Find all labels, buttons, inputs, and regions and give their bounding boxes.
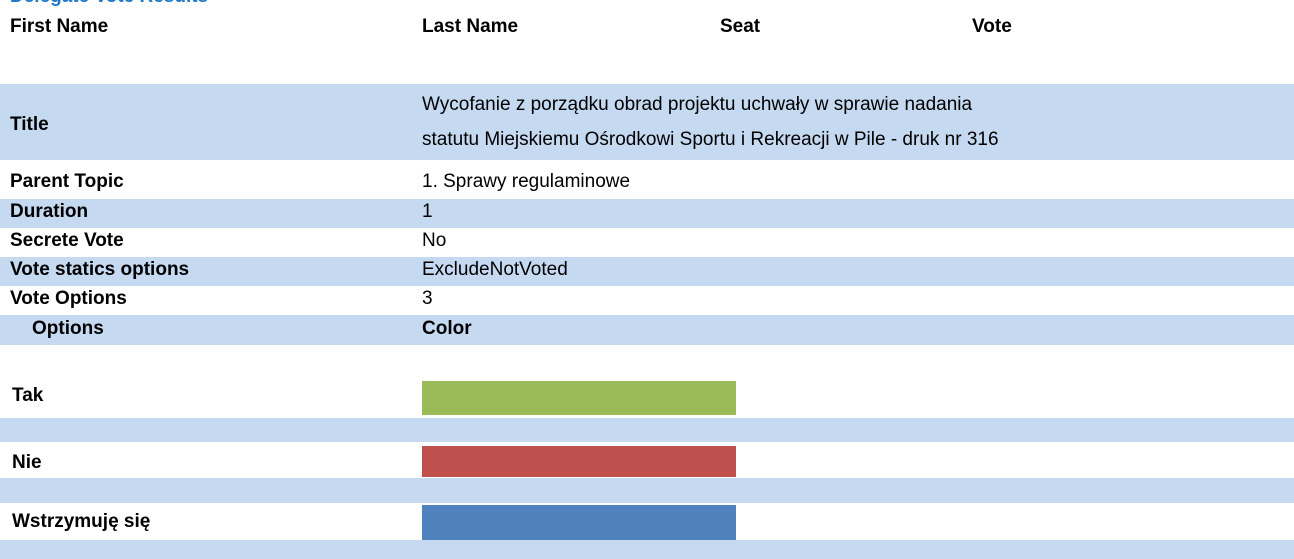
- detail-value: 1: [422, 201, 433, 222]
- options-header: Color: [422, 318, 472, 339]
- detail-value: statutu Miejskiemu Ośrodkowi Sportu i Re…: [422, 129, 999, 150]
- options-header: Options: [32, 318, 104, 339]
- row-band: [0, 540, 1294, 559]
- detail-value: Wycofanie z porządku obrad projektu uchw…: [422, 94, 973, 115]
- detail-label: Parent Topic: [10, 171, 124, 192]
- option-color: [422, 381, 736, 415]
- row-band: [0, 199, 1294, 228]
- detail-value: 3: [422, 288, 433, 309]
- detail-label: Secrete Vote: [10, 230, 124, 251]
- option-color: [422, 505, 736, 540]
- page-title: Delegate Vote Results: [10, 0, 208, 8]
- detail-label: Duration: [10, 201, 89, 222]
- column-header: Vote: [972, 16, 1012, 37]
- option-name: Wstrzymuję się: [12, 511, 151, 532]
- detail-value: No: [422, 230, 447, 251]
- row-band: [0, 478, 1294, 503]
- row-band: [0, 257, 1294, 286]
- detail-label: Vote statics options: [10, 259, 190, 280]
- column-header: Seat: [720, 16, 761, 37]
- row-band: [0, 84, 1294, 160]
- column-header: First Name: [10, 16, 109, 37]
- row-band: [0, 418, 1294, 442]
- detail-label: Title: [10, 114, 49, 135]
- detail-value: 1. Sprawy regulaminowe: [422, 171, 631, 192]
- option-name: Tak: [12, 385, 44, 406]
- column-header: Last Name: [422, 16, 519, 37]
- detail-label: Vote Options: [10, 288, 127, 309]
- row-band: [0, 315, 1294, 345]
- option-name: Nie: [12, 452, 42, 473]
- option-color: [422, 446, 736, 477]
- detail-value: ExcludeNotVoted: [422, 259, 568, 280]
